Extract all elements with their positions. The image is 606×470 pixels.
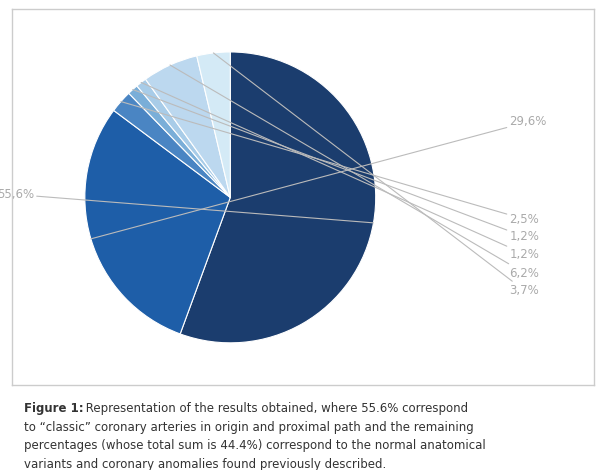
Wedge shape <box>145 56 230 197</box>
Wedge shape <box>114 93 230 197</box>
Text: 6,2%: 6,2% <box>170 65 539 280</box>
Text: 29,6%: 29,6% <box>91 115 547 239</box>
Wedge shape <box>85 110 230 334</box>
Wedge shape <box>180 52 376 343</box>
Wedge shape <box>137 79 230 197</box>
Text: percentages (whose total sum is 44.4%) correspond to the normal anatomical: percentages (whose total sum is 44.4%) c… <box>24 439 486 453</box>
Text: 2,5%: 2,5% <box>121 102 539 226</box>
Text: 1,2%: 1,2% <box>133 89 539 243</box>
Text: 1,2%: 1,2% <box>141 82 539 261</box>
Text: variants and coronary anomalies found previously described.: variants and coronary anomalies found pr… <box>24 458 387 470</box>
Text: Figure 1:: Figure 1: <box>24 402 84 415</box>
Text: 55,6%: 55,6% <box>0 188 373 223</box>
Wedge shape <box>197 52 230 197</box>
Text: Representation of the results obtained, where 55.6% correspond: Representation of the results obtained, … <box>82 402 468 415</box>
Wedge shape <box>128 86 230 197</box>
Text: to “classic” coronary arteries in origin and proximal path and the remaining: to “classic” coronary arteries in origin… <box>24 421 474 434</box>
Text: 3,7%: 3,7% <box>213 53 539 297</box>
